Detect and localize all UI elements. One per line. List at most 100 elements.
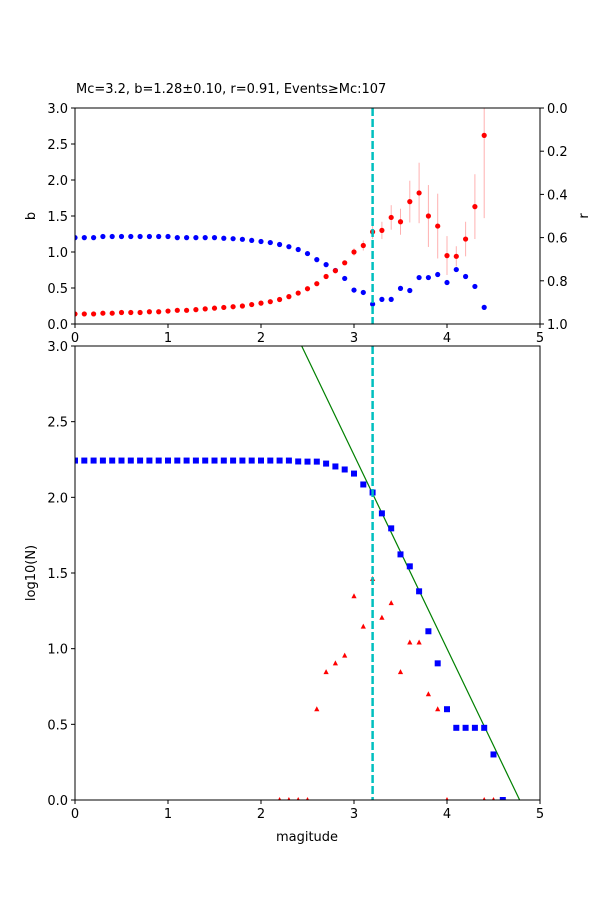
bottom-ylabel: log10(N) <box>24 545 39 601</box>
b-point <box>100 310 106 316</box>
r-point <box>463 273 469 280</box>
b-point <box>351 249 357 255</box>
x-tick-label: 5 <box>536 331 544 346</box>
plot-area <box>75 346 521 800</box>
noncumulative-point <box>379 614 385 620</box>
noncumulative-point <box>332 660 338 666</box>
r-point <box>444 279 450 286</box>
cumulative-point <box>285 457 292 464</box>
r-point <box>258 238 264 245</box>
b-point <box>481 132 487 138</box>
b-point <box>332 268 338 274</box>
cumulative-point <box>230 457 237 464</box>
cumulative-point <box>434 660 441 667</box>
r-point <box>239 236 245 242</box>
x-tick-label: 1 <box>164 331 172 346</box>
cumulative-point <box>351 470 357 477</box>
b-point <box>239 303 245 309</box>
cumulative-point <box>425 628 432 635</box>
noncumulative-point <box>425 691 431 697</box>
r-point <box>118 233 125 240</box>
b-point <box>453 253 459 259</box>
cumulative-point <box>481 724 488 731</box>
noncumulative-point <box>491 797 496 800</box>
x-tick-label: 0 <box>71 807 79 822</box>
r-point <box>211 235 218 241</box>
y-tick-label: 2.0 <box>47 174 68 189</box>
bottom-xlabel: magitude <box>276 830 338 845</box>
y2-tick-label: 1.0 <box>547 318 568 333</box>
b-point <box>472 204 478 210</box>
noncumulative-point <box>435 706 441 712</box>
r-point <box>416 274 422 281</box>
b-point <box>128 309 134 316</box>
r-point <box>193 235 199 241</box>
b-point <box>267 299 273 305</box>
r-point <box>425 274 431 281</box>
r-point <box>314 257 320 263</box>
r-point <box>184 235 190 241</box>
noncumulative-point <box>482 797 486 800</box>
noncumulative-point <box>351 593 357 599</box>
r-point <box>379 296 385 302</box>
r-point <box>304 250 311 257</box>
y2-tick-label: 0.8 <box>547 275 568 290</box>
b-point <box>360 242 366 249</box>
noncumulative-point <box>314 706 320 712</box>
r-point <box>75 235 78 241</box>
cumulative-point <box>444 706 450 713</box>
b-point <box>286 294 292 300</box>
cumulative-point <box>416 588 423 595</box>
cumulative-point <box>258 457 264 464</box>
cumulative-point <box>341 466 348 473</box>
y-tick-label: 1.5 <box>47 567 68 582</box>
r-point <box>323 262 329 268</box>
cumulative-point <box>267 457 274 464</box>
b-point <box>258 300 264 306</box>
cumulative-point <box>99 457 106 464</box>
cumulative-point <box>388 525 395 532</box>
y-tick-label: 2.5 <box>47 138 68 153</box>
b-point <box>221 304 227 311</box>
b-point <box>277 296 283 303</box>
b-point <box>230 304 236 310</box>
y-tick-label: 0.0 <box>47 318 68 333</box>
b-point <box>425 213 431 219</box>
axes-frame <box>74 345 541 801</box>
y-tick-label: 1.0 <box>47 643 68 658</box>
r-point <box>146 233 152 240</box>
b-point <box>295 290 301 296</box>
cumulative-point <box>109 457 116 464</box>
cumulative-point <box>360 481 367 488</box>
noncumulative-point <box>278 797 282 800</box>
x-tick-label: 5 <box>536 807 544 822</box>
b-point <box>342 260 348 266</box>
cumulative-point <box>471 724 478 731</box>
cumulative-point <box>202 457 209 464</box>
cumulative-point <box>220 457 227 464</box>
cumulative-point <box>490 751 497 758</box>
noncumulative-point <box>323 669 329 675</box>
r-point <box>156 233 162 240</box>
y-tick-label: 1.5 <box>47 210 68 225</box>
noncumulative-point <box>342 652 348 658</box>
cumulative-point <box>75 457 78 464</box>
cumulative-point <box>397 551 404 558</box>
cumulative-point <box>462 724 469 731</box>
b-point <box>407 199 413 205</box>
r-point <box>388 296 394 302</box>
b-point <box>304 286 311 292</box>
b-point <box>388 214 394 221</box>
b-point <box>416 190 422 196</box>
y-tick-label: 3.0 <box>47 102 68 117</box>
y-tick-label: 0.0 <box>47 794 68 809</box>
noncumulative-point <box>445 797 449 800</box>
r-point <box>128 233 134 240</box>
cumulative-point <box>211 457 218 464</box>
y2-tick-label: 0.0 <box>547 102 568 117</box>
r-point <box>360 289 366 296</box>
b-point <box>323 273 329 280</box>
r-point <box>481 304 487 310</box>
cumulative-point <box>378 510 385 517</box>
cumulative-point <box>118 457 125 464</box>
